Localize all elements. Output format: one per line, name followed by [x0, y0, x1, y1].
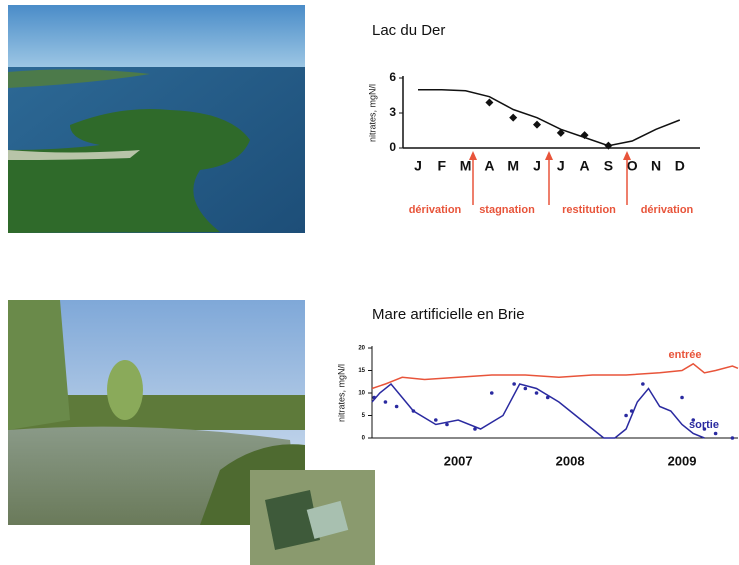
x-tick-label: S	[604, 158, 613, 174]
point	[524, 387, 528, 391]
phase-label: restitution	[562, 204, 616, 216]
lake-photo	[8, 5, 305, 233]
x-tick-label: J	[557, 158, 565, 174]
series-line	[418, 90, 680, 146]
point	[535, 391, 539, 395]
x-tick-label: 2007	[444, 453, 473, 468]
y-axis-label: nitrates, mgN/l	[336, 364, 346, 422]
x-tick-label: 2009	[668, 453, 697, 468]
point	[731, 436, 735, 440]
point	[372, 396, 376, 400]
point	[512, 382, 516, 386]
series-line	[372, 384, 704, 438]
y-axis-label: nitrates, mgN/l	[367, 84, 377, 142]
point	[546, 396, 550, 400]
y-tick-label: 0	[362, 436, 366, 442]
x-tick-label: N	[651, 158, 661, 174]
phase-label: dérivation	[409, 204, 462, 216]
point	[533, 121, 541, 129]
slide: Lac du Dernitrates, mgN/l036JFMAMJJASOND…	[0, 0, 739, 565]
point	[445, 423, 449, 427]
point	[714, 432, 718, 436]
x-tick-label: F	[438, 158, 447, 174]
x-tick-label: D	[675, 158, 685, 174]
phase-label: dérivation	[641, 204, 694, 216]
point	[509, 114, 517, 122]
chart-title: Mare artificielle en Brie	[372, 306, 525, 323]
point	[703, 427, 707, 431]
x-tick-label: O	[627, 158, 638, 174]
point	[691, 418, 695, 422]
x-tick-label: J	[414, 158, 422, 174]
point	[395, 405, 399, 409]
y-tick-label: 0	[389, 140, 396, 154]
point	[485, 99, 493, 107]
aerial-photo	[250, 470, 375, 565]
arrow-head	[623, 151, 631, 160]
x-tick-label: M	[507, 158, 519, 174]
series-line	[372, 364, 738, 389]
point	[412, 409, 416, 413]
x-tick-label: J	[533, 158, 541, 174]
point	[630, 409, 634, 413]
point	[624, 414, 628, 418]
y-tick-label: 20	[358, 346, 365, 352]
chart-title: Lac du Der	[372, 22, 445, 39]
x-tick-label: 2008	[556, 453, 585, 468]
y-tick-label: 6	[389, 70, 396, 84]
point	[473, 427, 477, 431]
point	[641, 382, 645, 386]
point	[384, 400, 388, 404]
point	[680, 396, 684, 400]
y-tick-label: 5	[362, 413, 366, 419]
x-tick-label: A	[580, 158, 590, 174]
arrow-head	[469, 151, 477, 160]
x-tick-label: M	[460, 158, 472, 174]
arrow-head	[545, 151, 553, 160]
point	[490, 391, 494, 395]
x-tick-label: A	[484, 158, 494, 174]
y-tick-label: 3	[389, 105, 396, 119]
point	[434, 418, 438, 422]
y-tick-label: 15	[358, 368, 365, 374]
series-label: entrée	[668, 349, 701, 361]
phase-label: stagnation	[479, 204, 535, 216]
y-tick-label: 10	[358, 391, 365, 397]
